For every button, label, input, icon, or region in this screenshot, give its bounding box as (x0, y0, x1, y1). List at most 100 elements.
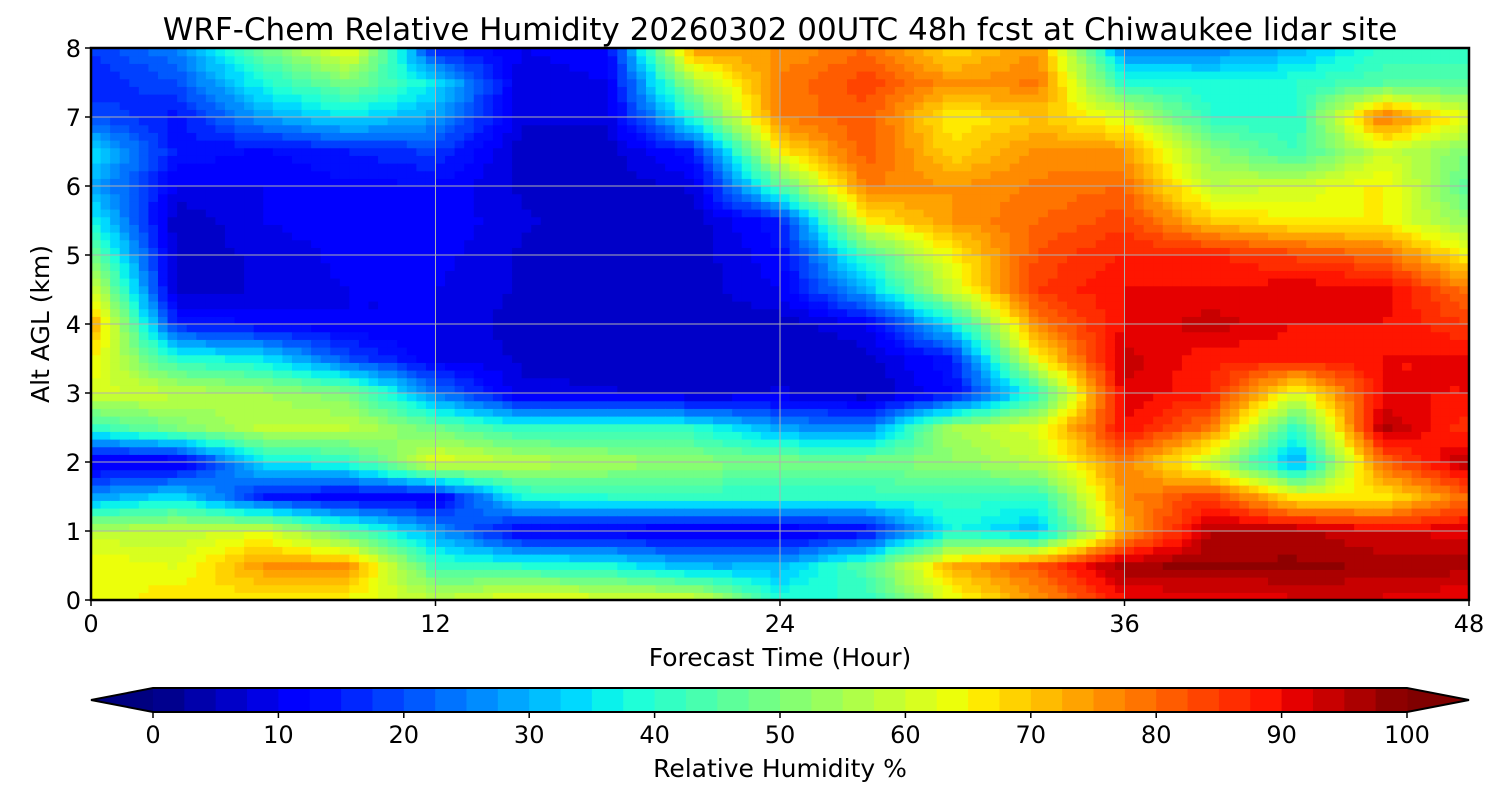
heatmap-cell (205, 86, 217, 95)
heatmap-cell (129, 163, 140, 172)
heatmap-cell (636, 94, 647, 103)
heatmap-cell (483, 178, 494, 187)
heatmap-cell (646, 362, 657, 371)
heatmap-cell (569, 293, 580, 302)
heatmap-cell (598, 546, 609, 555)
heatmap-cell (512, 209, 523, 218)
heatmap-cell (665, 423, 676, 432)
heatmap-cell (674, 55, 685, 64)
heatmap-cell (741, 324, 752, 333)
heatmap-cell (607, 285, 618, 294)
heatmap-cell (234, 393, 245, 402)
heatmap-cell (138, 78, 150, 87)
heatmap-cell (263, 515, 274, 524)
heatmap-cell (483, 278, 494, 287)
heatmap-cell (540, 531, 551, 540)
heatmap-cell (406, 293, 417, 302)
heatmap-cell (378, 132, 389, 141)
heatmap-cell (177, 155, 188, 164)
heatmap-cell (416, 316, 427, 325)
heatmap-cell (349, 209, 360, 218)
heatmap-cell (665, 255, 676, 264)
heatmap-cell (588, 362, 599, 371)
heatmap-cell (512, 362, 523, 371)
heatmap-cell (215, 232, 226, 241)
heatmap-cell (626, 377, 638, 386)
heatmap-cell (330, 101, 341, 110)
heatmap-cell (674, 454, 685, 463)
heatmap-cell (110, 331, 121, 340)
heatmap-cell (655, 446, 666, 455)
heatmap-cell (512, 408, 523, 417)
heatmap-cell (129, 132, 140, 141)
heatmap-cell (330, 301, 341, 310)
heatmap-cell (387, 331, 398, 340)
heatmap-cell (224, 485, 236, 494)
heatmap-cell (91, 293, 102, 302)
heatmap-cell (177, 446, 188, 455)
heatmap-cell (521, 186, 532, 195)
heatmap-cell (483, 186, 494, 195)
heatmap-cell (741, 178, 752, 187)
heatmap-cell (263, 178, 274, 187)
heatmap-cell (732, 316, 743, 325)
heatmap-cell (148, 186, 159, 195)
heatmap-cell (301, 101, 312, 110)
heatmap-cell (655, 354, 666, 363)
heatmap-cell (435, 201, 446, 210)
heatmap-cell (569, 209, 580, 218)
heatmap-cell (425, 132, 437, 141)
heatmap-cell (148, 393, 159, 402)
heatmap-cell (569, 416, 580, 425)
heatmap-cell (722, 515, 733, 524)
heatmap-cell (378, 201, 389, 210)
heatmap-cell (148, 163, 159, 172)
heatmap-cell (703, 178, 714, 187)
heatmap-cell (617, 331, 628, 340)
heatmap-cell (512, 485, 523, 494)
heatmap-cell (358, 339, 370, 348)
heatmap-cell (291, 354, 303, 363)
heatmap-cell (569, 163, 580, 172)
heatmap-cell (607, 515, 618, 524)
heatmap-cell (646, 584, 657, 593)
heatmap-cell (358, 209, 370, 218)
heatmap-cell (263, 569, 274, 578)
heatmap-cell (521, 239, 532, 248)
heatmap-cell (311, 55, 322, 64)
heatmap-cell (588, 569, 599, 578)
heatmap-cell (531, 423, 542, 432)
heatmap-cell (531, 354, 542, 363)
heatmap-cell (138, 109, 150, 118)
heatmap-cell (445, 347, 456, 356)
heatmap-cell (416, 531, 427, 540)
heatmap-cell (483, 94, 494, 103)
heatmap-cell (349, 515, 360, 524)
heatmap-cell (330, 508, 341, 517)
heatmap-cell (110, 155, 121, 164)
heatmap-cell (205, 132, 217, 141)
heatmap-cell (244, 278, 255, 287)
heatmap-cell (741, 232, 752, 241)
heatmap-cell (435, 55, 446, 64)
heatmap-cell (521, 316, 532, 325)
heatmap-cell (397, 347, 408, 356)
heatmap-cell (741, 101, 752, 110)
heatmap-cell (320, 170, 331, 179)
heatmap-cell (167, 423, 178, 432)
heatmap-cell (626, 592, 638, 601)
heatmap-cell (397, 454, 408, 463)
heatmap-cell (531, 546, 542, 555)
heatmap-cell (646, 224, 657, 233)
heatmap-cell (406, 584, 417, 593)
heatmap-cell (435, 354, 446, 363)
heatmap-cell (91, 385, 102, 394)
heatmap-cell (416, 86, 427, 95)
heatmap-cell (512, 285, 523, 294)
heatmap-cell (464, 63, 475, 72)
heatmap-cell (540, 293, 551, 302)
heatmap-cell (502, 255, 513, 264)
heatmap-cell (330, 347, 341, 356)
heatmap-cell (425, 155, 437, 164)
heatmap-cell (215, 63, 226, 72)
